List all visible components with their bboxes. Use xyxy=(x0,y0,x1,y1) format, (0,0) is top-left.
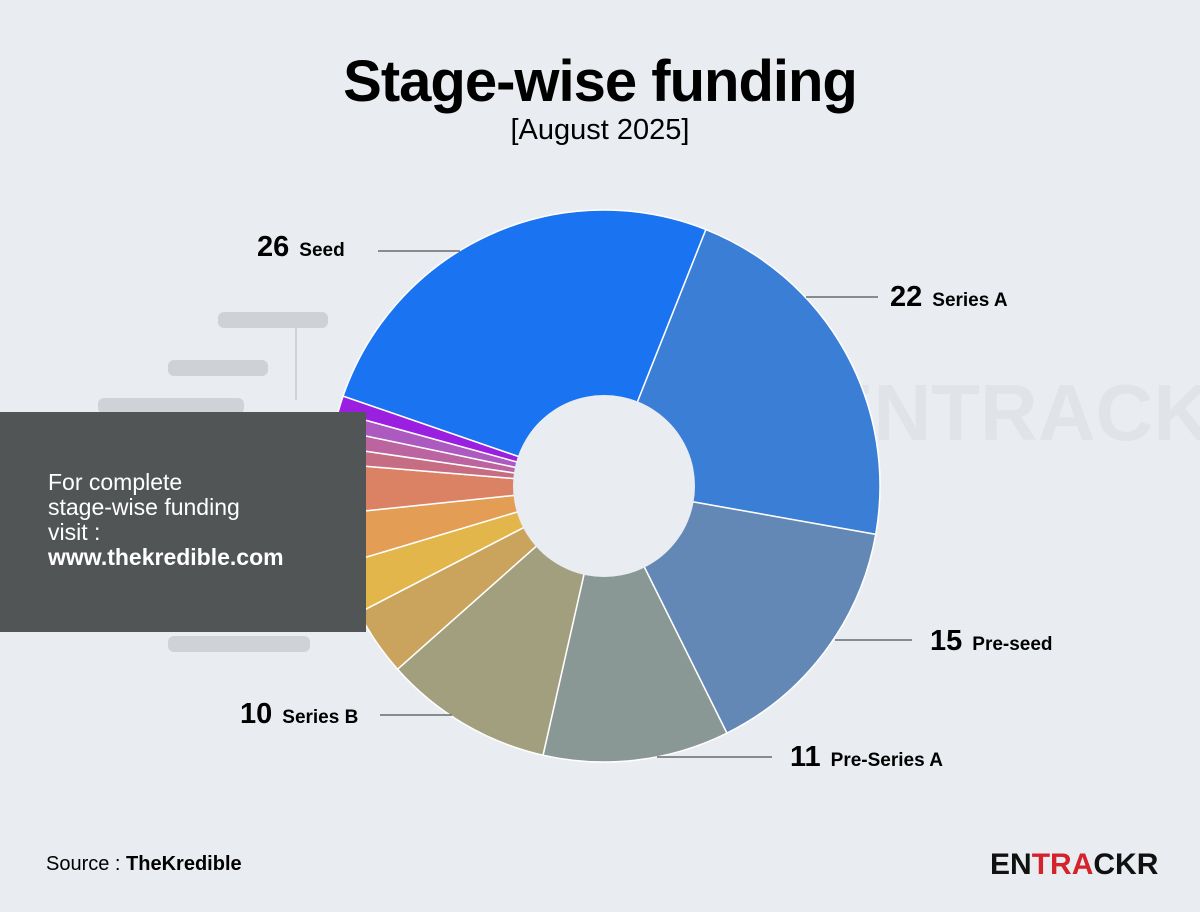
data-label-pre-seed: 15 Pre-seed xyxy=(930,625,1053,657)
data-labels: 26 Seed 22 Series A 15 Pre-seed 11 Pre-Series A… xyxy=(240,231,1053,773)
data-label-series-b: 10 Series B xyxy=(240,698,358,730)
source-label: Source : xyxy=(46,853,127,875)
source-note: Source : TheKredible xyxy=(46,853,242,876)
category-name: Seed xyxy=(299,240,344,261)
logo-suffix: CKR xyxy=(1093,848,1159,881)
data-value: 11 xyxy=(790,741,821,773)
entrackr-logo: ENTRACKR xyxy=(990,848,1158,882)
promo-overlay xyxy=(0,412,366,632)
promo-line-1: For complete xyxy=(48,469,183,495)
data-label-pre-series-a: 11 Pre-Series A xyxy=(790,741,943,773)
source-name: TheKredible xyxy=(126,853,242,875)
category-name: Pre-Series A xyxy=(831,750,944,771)
data-label-seed: 26 Seed xyxy=(257,231,345,263)
data-value: 26 xyxy=(257,231,289,263)
data-value: 15 xyxy=(930,625,962,657)
category-name: Series B xyxy=(282,707,358,728)
data-value: 10 xyxy=(240,698,272,730)
category-name: Pre-seed xyxy=(972,634,1052,655)
donut-hole xyxy=(513,395,695,577)
promo-line-3: visit : xyxy=(48,519,101,545)
leader-lines xyxy=(378,250,912,758)
blurred-minor-labels xyxy=(98,312,328,652)
chart-title: Stage-wise funding xyxy=(343,49,858,114)
promo-line-2: stage-wise funding xyxy=(48,494,240,520)
data-value: 22 xyxy=(890,281,922,313)
promo-url-link[interactable]: www.thekredible.com xyxy=(48,544,284,570)
data-label-series-a: 22 Series A xyxy=(890,281,1008,313)
promo-text: For complete stage-wise funding visit : … xyxy=(48,470,348,570)
logo-accent: TR xyxy=(1031,848,1072,881)
category-name: Series A xyxy=(932,290,1008,311)
chart-subtitle: [August 2025] xyxy=(510,114,690,146)
slice-pre-seed xyxy=(602,485,877,735)
logo-prefix: EN xyxy=(990,848,1032,881)
logo-accent-a: A xyxy=(1071,848,1094,881)
